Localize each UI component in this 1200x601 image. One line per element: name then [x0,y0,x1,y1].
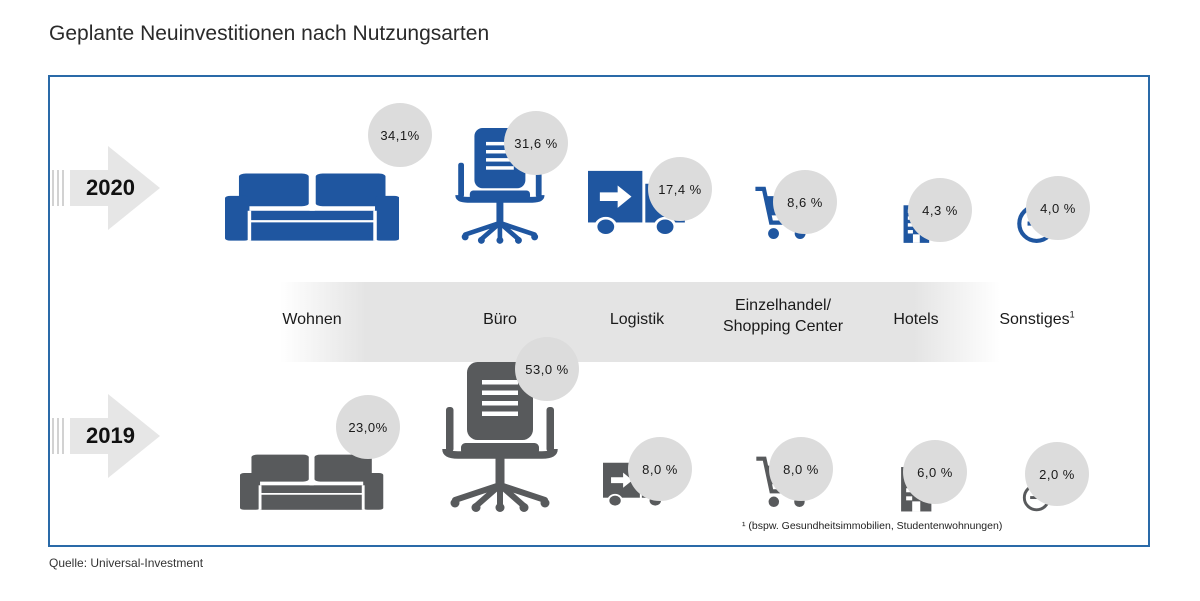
value-bubble: 4,0 % [1026,176,1090,240]
category-label-line: Logistik [609,311,665,328]
source-note: Quelle: Universal-Investment [49,556,204,570]
category-label-line: Hotels [893,311,939,328]
sofa-icon [224,173,400,242]
value-bubble: 8,0 % [769,437,833,501]
year-label-2020: 2020 [86,175,135,200]
value-bubble: 6,0 % [903,440,967,504]
footnote: ¹ (bspw. Gesundheitsimmobilien, Studente… [742,520,1003,532]
value-label: 17,4 % [658,181,702,197]
value-bubble: 17,4 % [648,157,712,221]
year-label-2019: 2019 [86,423,135,448]
value-label: 53,0 % [525,361,569,377]
category-label-line: Einzelhandel/ [734,297,832,314]
category-label-2: Logistik [557,309,717,330]
value-label: 4,0 % [1040,200,1076,216]
value-label: 34,1% [380,127,420,143]
value-bubble: 8,0 % [628,437,692,501]
value-label: 2,0 % [1039,466,1075,482]
chart-panel: Wohnen Büro Logistik Einzelhandel/Shopping … [48,75,1150,547]
category-label-4: Hotels [836,309,996,330]
value-label: 8,0 % [642,461,678,477]
value-label: 4,3 % [922,202,958,218]
category-label-0: Wohnen [232,309,392,330]
footnote-marker: 1 [1069,309,1075,320]
value-label: 23,0% [348,419,388,435]
chart-title: Geplante Neuinvestitionen nach Nutzungsa… [49,22,490,45]
sofa-icon [240,454,384,510]
value-bubble: 2,0 % [1025,442,1089,506]
category-label-1: Büro [420,309,580,330]
category-label-line: Büro [483,311,517,328]
category-label-line: Shopping Center [722,318,844,335]
category-label-5: Sonstiges1 [957,309,1117,330]
value-bubble: 8,6 % [773,170,837,234]
category-label-3: Einzelhandel/Shopping Center [703,295,863,337]
year-arrow-2019 [52,394,160,478]
year-arrow-2020 [52,146,160,230]
value-bubble: 34,1% [368,103,432,167]
value-bubble: 53,0 % [515,337,579,401]
value-bubble: 31,6 % [504,111,568,175]
value-label: 8,6 % [787,194,823,210]
value-bubble: 23,0% [336,395,400,459]
category-band [280,282,1000,362]
office-chair-icon [442,362,558,512]
value-label: 8,0 % [783,461,819,477]
category-label-line: Wohnen [282,311,342,328]
value-label: 6,0 % [917,464,953,480]
category-label-line: Sonstiges1 [999,309,1075,328]
value-label: 31,6 % [514,135,558,151]
value-bubble: 4,3 % [908,178,972,242]
